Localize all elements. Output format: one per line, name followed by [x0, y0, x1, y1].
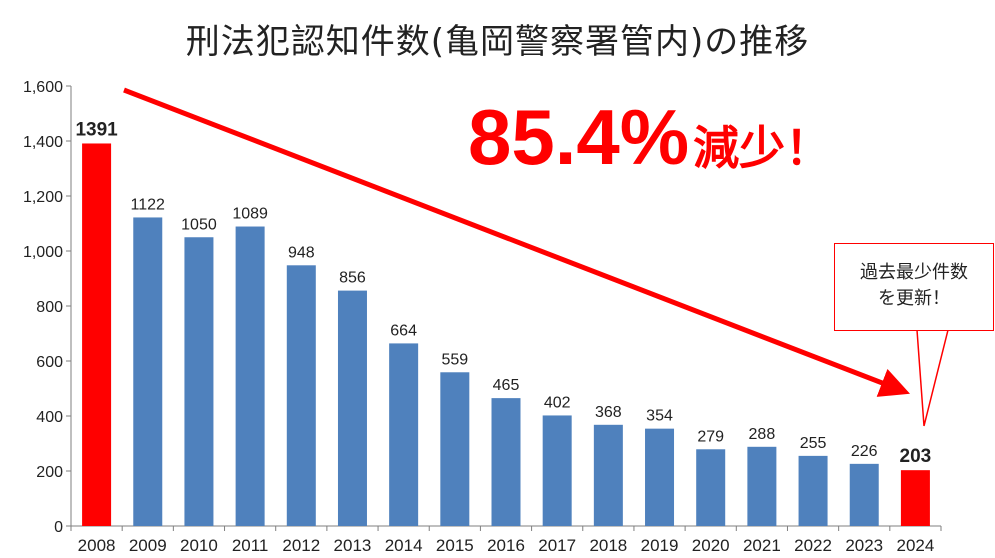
bar-2011 [235, 226, 265, 526]
bar-2018 [593, 424, 623, 526]
value-label: 226 [851, 443, 878, 460]
category-label: 2020 [692, 536, 730, 555]
bar-2012 [286, 265, 316, 526]
category-label: 2018 [589, 536, 627, 555]
y-tick-label: 800 [36, 299, 63, 316]
callout-pointer [916, 329, 949, 427]
y-tick-label: 400 [36, 409, 63, 426]
reduction-word: 減少！ [693, 121, 832, 175]
category-label: 2019 [641, 536, 679, 555]
category-label: 2024 [896, 536, 934, 555]
value-label: 948 [288, 244, 315, 261]
value-label: 1050 [181, 216, 217, 233]
value-label: 664 [390, 322, 417, 339]
y-tick-label: 1,600 [23, 79, 63, 96]
bar-2016 [491, 398, 521, 526]
category-label: 2014 [385, 536, 423, 555]
y-tick-label: 1,200 [23, 189, 63, 206]
bar-2017 [542, 415, 572, 526]
category-label: 2023 [845, 536, 883, 555]
bar-2010 [184, 237, 214, 526]
callout-line-1: 過去最少件数 [860, 262, 968, 283]
y-tick-label: 200 [36, 464, 63, 481]
value-label: 856 [339, 270, 366, 287]
category-label: 2015 [436, 536, 474, 555]
value-label: 255 [800, 435, 827, 452]
bar-2009 [133, 217, 163, 526]
category-label: 2011 [232, 536, 269, 555]
category-label: 2016 [487, 536, 525, 555]
category-label: 2021 [743, 536, 781, 555]
bar-2015 [440, 372, 470, 526]
bar-2020 [696, 449, 726, 526]
category-label: 2017 [538, 536, 576, 555]
bar-2014 [389, 343, 419, 526]
y-tick-label: 0 [54, 519, 63, 536]
category-label: 2012 [282, 536, 320, 555]
bar-2023 [849, 463, 879, 526]
reduction-headline: 85.4%減少！ [468, 92, 831, 183]
value-label: 559 [441, 351, 468, 368]
trend-arrow [123, 87, 910, 397]
bar-2021 [747, 446, 777, 526]
record-low-callout: 過去最少件数 を更新！ [834, 243, 994, 331]
value-label: 1391 [75, 119, 118, 140]
value-label: 465 [493, 377, 520, 394]
category-label: 2008 [78, 536, 116, 555]
value-label: 288 [749, 426, 776, 443]
category-label: 2013 [334, 536, 372, 555]
bar-2022 [798, 455, 828, 526]
value-label: 1089 [232, 206, 268, 223]
y-tick-label: 1,400 [23, 134, 63, 151]
category-label: 2022 [794, 536, 832, 555]
category-label: 2009 [129, 536, 167, 555]
value-label: 203 [900, 446, 932, 467]
y-tick-label: 600 [36, 354, 63, 371]
reduction-percent: 85.4% [468, 93, 690, 181]
value-label: 279 [697, 428, 724, 445]
value-label: 368 [595, 404, 622, 421]
bar-2013 [337, 290, 367, 526]
value-label: 354 [646, 408, 673, 425]
category-label: 2010 [180, 536, 218, 555]
bar-2024 [900, 470, 930, 526]
bar-2008 [82, 143, 112, 526]
value-label: 1122 [131, 196, 166, 213]
chart-title: 刑法犯認知件数(亀岡警察署管内)の推移 [185, 22, 810, 62]
bar-2019 [645, 428, 675, 526]
value-label: 402 [544, 394, 571, 411]
y-tick-label: 1,000 [23, 244, 63, 261]
callout-line-2: を更新！ [878, 288, 950, 309]
